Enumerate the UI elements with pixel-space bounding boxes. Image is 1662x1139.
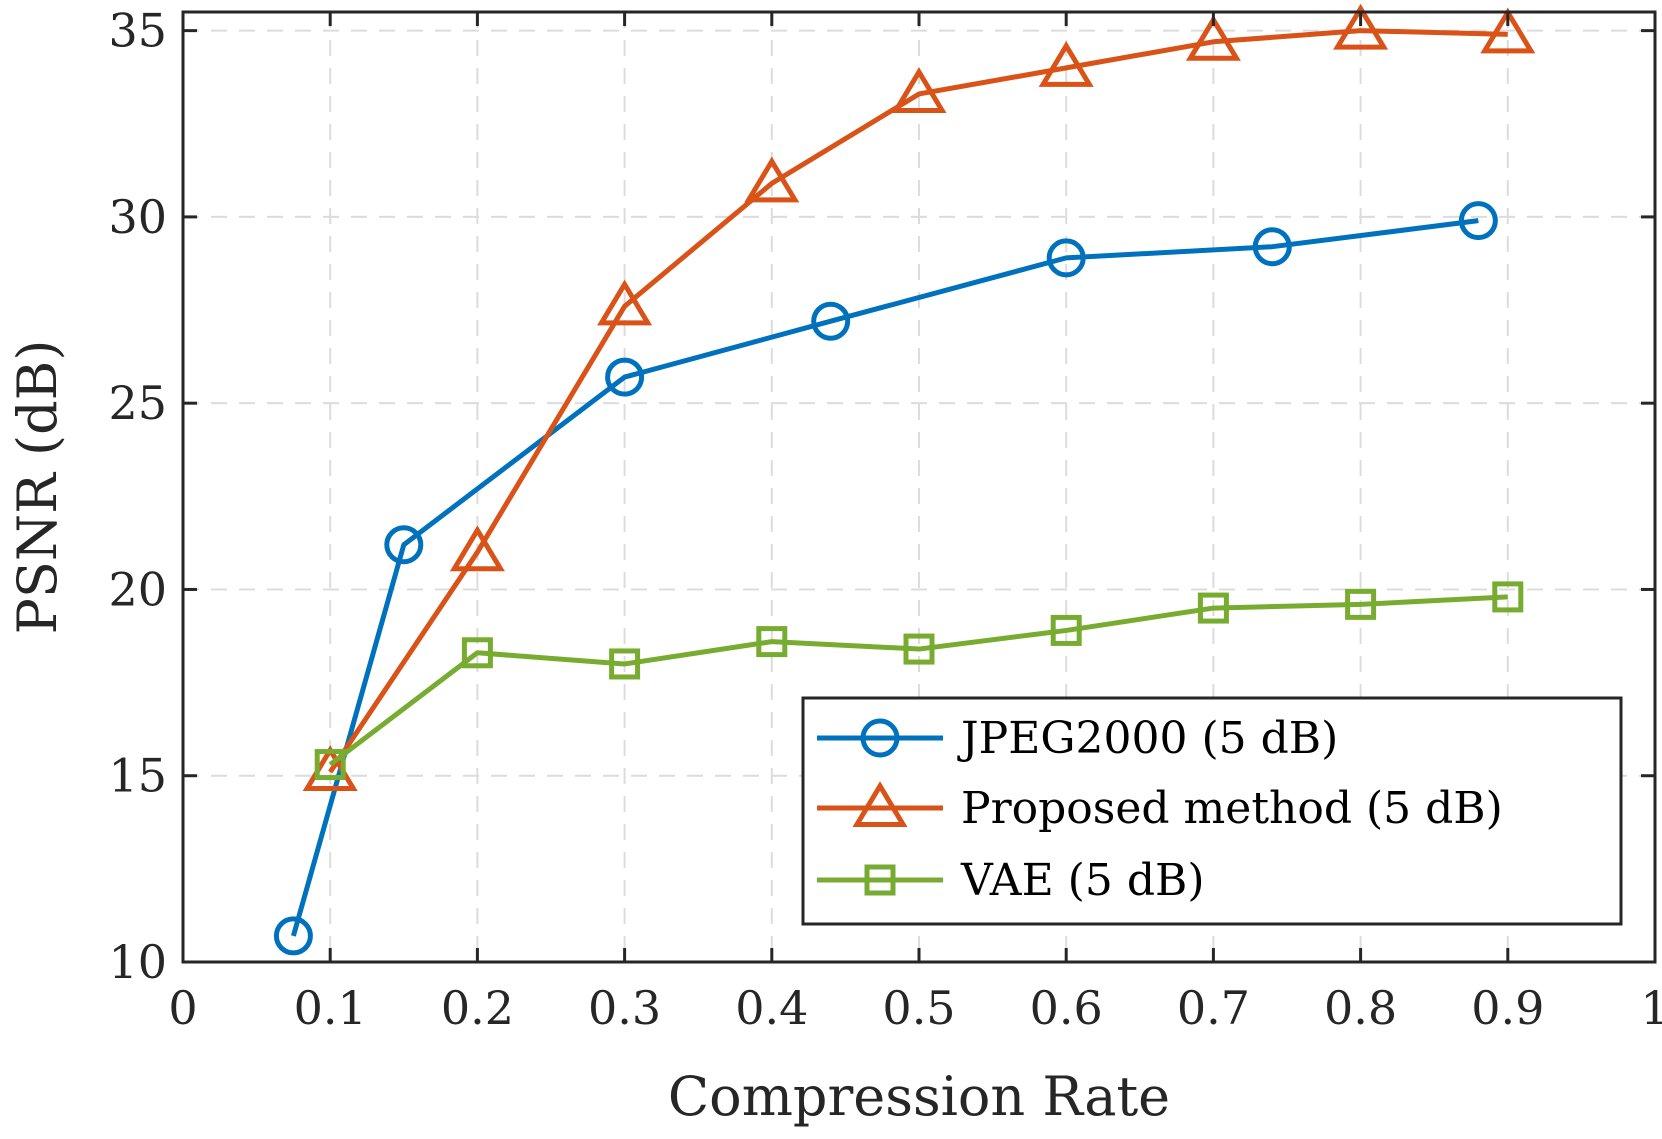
data-point-square — [1345, 588, 1377, 620]
x-tick-label: 0.8 — [1324, 981, 1397, 1035]
x-tick-label: 0.1 — [294, 981, 367, 1035]
x-tick-label: 1 — [1640, 981, 1662, 1035]
data-point-triangle — [449, 525, 505, 572]
x-tick-label: 0.5 — [882, 981, 955, 1035]
y-axis-title: PSNR (dB) — [6, 340, 69, 635]
data-point-circle — [811, 301, 851, 341]
data-point-square — [1050, 614, 1082, 646]
x-tick-label: 0.4 — [735, 981, 808, 1035]
series-line — [290, 218, 1479, 937]
legend-marker-circle — [860, 718, 900, 758]
legend-marker-triangle — [852, 781, 908, 827]
data-point-triangle — [1185, 14, 1241, 61]
series-square — [314, 581, 1524, 781]
data-point-circle — [384, 525, 424, 565]
data-point-square — [461, 637, 493, 669]
data-point-triangle — [1333, 3, 1389, 50]
legend: JPEG2000 (5 dB) Proposed method (5 dB) VAE… — [801, 696, 1623, 926]
data-point-square — [1492, 581, 1524, 613]
y-tick-label: 30 — [108, 190, 167, 244]
y-tick-label: 10 — [108, 935, 167, 989]
x-tick-label: 0.2 — [441, 981, 514, 1035]
data-point-square — [1197, 592, 1229, 624]
data-point-circle — [605, 357, 645, 397]
legend-item: Proposed method (5 dB) — [817, 781, 1503, 834]
x-tick-label: 0.9 — [1471, 981, 1544, 1035]
series-line — [328, 28, 1508, 774]
data-point-circle — [1458, 201, 1498, 241]
x-tick-label: 0 — [168, 981, 197, 1035]
data-point-circle — [1046, 238, 1086, 278]
series-circle — [273, 201, 1498, 956]
data-point-triangle — [744, 156, 800, 203]
legend-label: VAE (5 dB) — [960, 855, 1204, 906]
y-tick-label: 25 — [108, 376, 167, 430]
data-point-circle — [1252, 227, 1292, 267]
legend-item: JPEG2000 (5 dB) — [817, 713, 1338, 764]
data-point-square — [756, 626, 788, 658]
x-tick-label: 0.7 — [1177, 981, 1250, 1035]
ticks — [181, 12, 1657, 964]
series-triangle — [302, 3, 1536, 791]
data-point-triangle — [1480, 7, 1536, 54]
x-tick-label: 0.6 — [1030, 981, 1103, 1035]
x-tick-label: 0.3 — [588, 981, 661, 1035]
tick-labels: 0 0.1 0.2 0.3 0.4 0.5 0.6 0.7 0.8 0.9 1 10 15 20 25 30 3… — [108, 4, 1662, 1035]
x-axis-title: Compression Rate — [668, 1065, 1170, 1128]
data-point-triangle — [597, 279, 653, 326]
data-point-square — [314, 749, 346, 781]
data-point-square — [903, 633, 935, 665]
legend-label: JPEG2000 (5 dB) — [957, 713, 1338, 764]
data-point-triangle — [891, 67, 947, 113]
data-point-square — [609, 648, 641, 680]
y-tick-label: 15 — [108, 749, 167, 803]
legend-label: Proposed method (5 dB) — [961, 783, 1503, 834]
y-tick-label: 20 — [108, 562, 167, 616]
legend-marker-square — [864, 864, 896, 896]
data-point-triangle — [1038, 41, 1094, 87]
data-point-circle — [273, 916, 313, 956]
series-layer — [273, 3, 1536, 956]
series-line — [328, 594, 1508, 767]
y-tick-label: 35 — [108, 4, 167, 58]
legend-item: VAE (5 dB) — [817, 855, 1204, 906]
